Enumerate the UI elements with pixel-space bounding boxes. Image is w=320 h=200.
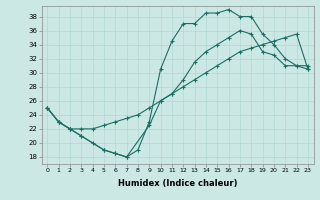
X-axis label: Humidex (Indice chaleur): Humidex (Indice chaleur) xyxy=(118,179,237,188)
